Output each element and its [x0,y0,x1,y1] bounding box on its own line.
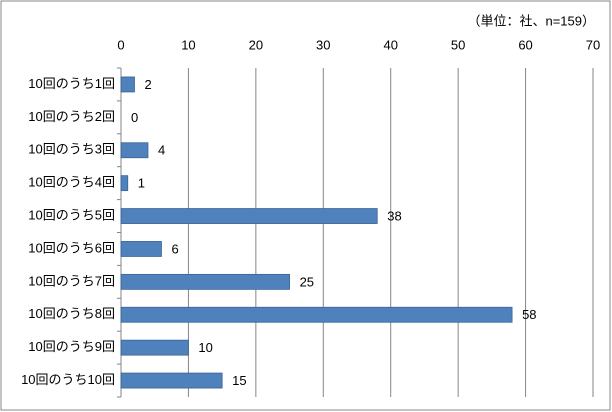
value-label: 4 [158,143,165,158]
value-label: 38 [387,208,401,223]
bar [120,339,189,356]
bar [120,76,135,93]
value-label: 58 [522,307,536,322]
y-tick-label: 10回のうち1回 [28,76,115,91]
value-label: 0 [131,110,138,125]
x-tick-label: 50 [451,37,465,52]
value-label: 1 [138,176,145,191]
x-tick-label: 10 [181,37,195,52]
y-tick-label: 10回のうち8回 [28,306,115,321]
y-tick-label: 10回のうち10回 [21,372,115,387]
bar [120,372,223,389]
bar [120,241,162,257]
value-label: 6 [171,241,178,256]
bar [120,273,290,290]
x-tick-label: 30 [316,37,330,52]
value-label: 2 [144,77,151,92]
y-tick-label: 10回のうち2回 [28,109,115,124]
y-tick-label: 10回のうち9回 [28,339,115,354]
y-tick-label: 10回のうち4回 [28,175,115,190]
value-label: 15 [232,373,246,388]
value-label: 10 [198,340,212,355]
value-label: 25 [300,274,314,289]
x-tick-label: 0 [117,37,124,52]
x-tick-label: 40 [383,37,397,52]
bar [120,142,149,159]
x-tick-label: 20 [249,37,263,52]
bar [120,208,378,224]
bar [120,175,129,192]
x-tick-label: 60 [518,37,532,52]
y-tick-label: 10回のうち5回 [28,207,115,222]
bar [120,306,513,323]
x-tick-label: 70 [586,37,600,52]
unit-note: （単位：社、n=159） [467,13,595,28]
y-tick-label: 10回のうち6回 [28,240,115,255]
y-tick-label: 10回のうち7回 [28,273,115,288]
y-tick-label: 10回のうち3回 [28,142,115,157]
